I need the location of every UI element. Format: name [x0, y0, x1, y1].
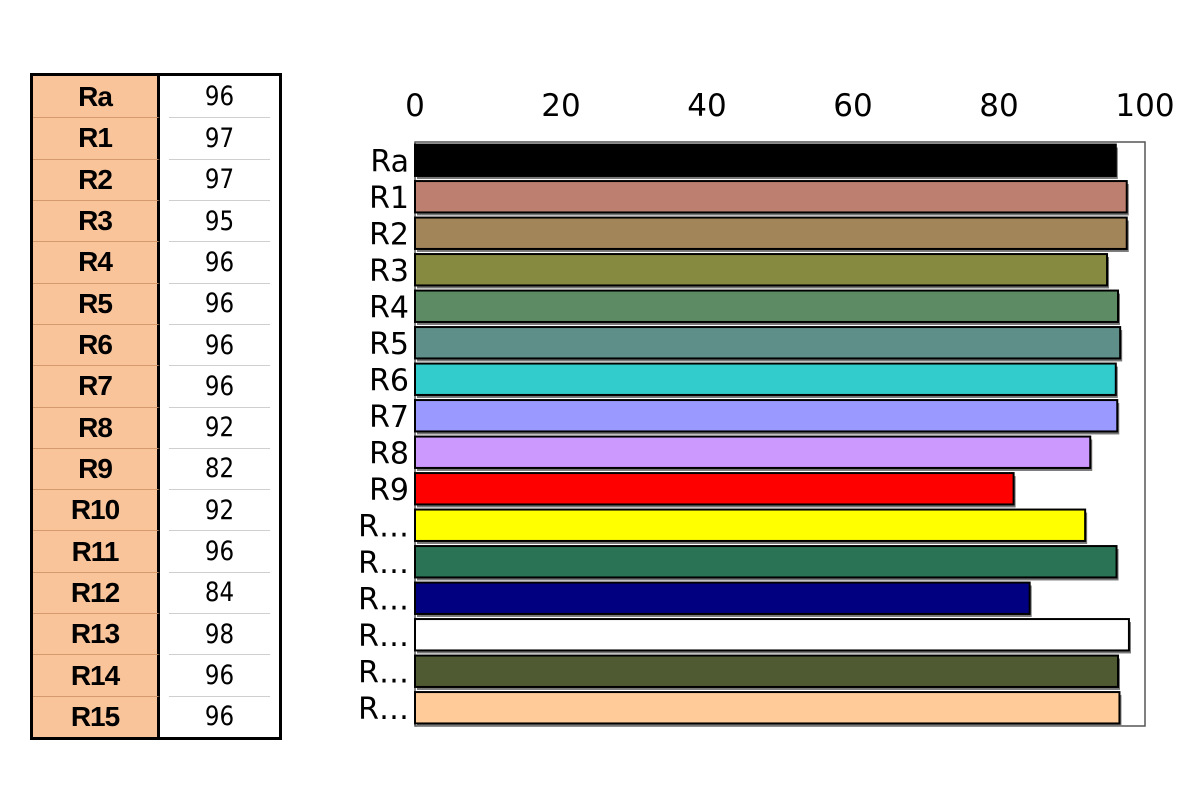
row-label: R11 — [33, 530, 160, 572]
row-label: R6 — [33, 323, 160, 366]
bar — [414, 472, 1015, 506]
table-row: R1 97 — [33, 117, 279, 159]
row-label: R9 — [33, 447, 160, 490]
row-label: Ra — [33, 76, 160, 118]
x-tick-label: 20 — [541, 88, 580, 124]
row-label: R2 — [33, 158, 160, 200]
table-row: R8 92 — [33, 406, 279, 448]
row-label: R10 — [33, 489, 160, 531]
row-value: 97 — [168, 158, 271, 200]
row-label: R12 — [33, 571, 160, 614]
table-row: R6 96 — [33, 323, 279, 366]
category-label: R2 — [369, 217, 409, 252]
table-row: R7 96 — [33, 365, 279, 407]
row-value: 98 — [168, 613, 271, 655]
category-label: R3 — [369, 254, 409, 289]
category-label: R… — [358, 546, 409, 581]
x-tick-label: 0 — [405, 88, 425, 124]
category-label: R… — [358, 619, 409, 654]
x-tick-label: 60 — [833, 88, 872, 124]
category-label: R… — [358, 692, 409, 727]
row-label: R15 — [33, 695, 160, 737]
row-value: 96 — [168, 654, 271, 696]
row-label: R5 — [33, 282, 160, 324]
row-value: 97 — [168, 117, 271, 159]
table-row: R13 98 — [33, 613, 279, 655]
bar — [414, 143, 1117, 177]
row-label: R13 — [33, 613, 160, 655]
category-label: R1 — [369, 181, 409, 216]
bar — [414, 180, 1128, 214]
bar — [414, 545, 1118, 579]
row-value: 96 — [168, 323, 271, 366]
x-axis-ticks: 0 20 40 60 80 100 — [405, 88, 1174, 124]
table-row: Ra 96 — [33, 76, 279, 118]
row-value: 96 — [168, 365, 271, 407]
bar — [414, 326, 1122, 360]
row-value: 96 — [168, 530, 271, 572]
category-label: R7 — [369, 400, 409, 435]
bar — [414, 618, 1130, 652]
category-label: R4 — [369, 290, 409, 325]
category-label: R… — [358, 509, 409, 544]
table-row: R2 97 — [33, 158, 279, 200]
table-row: R3 95 — [33, 199, 279, 242]
bar — [414, 399, 1119, 433]
bar — [414, 435, 1092, 469]
row-label: R8 — [33, 406, 160, 448]
row-value: 92 — [168, 406, 271, 448]
table-row: R4 96 — [33, 241, 279, 283]
row-label: R3 — [33, 199, 160, 242]
table-row: R14 96 — [33, 654, 279, 696]
row-label: R7 — [33, 365, 160, 407]
row-value: 96 — [168, 282, 271, 324]
row-label: R1 — [33, 117, 160, 159]
row-label: R14 — [33, 654, 160, 696]
row-label: R4 — [33, 241, 160, 283]
table-row: R5 96 — [33, 282, 279, 324]
category-labels: RaR1R2R3R4R5R6R7R8R9R…R…R…R…R…R… — [358, 144, 409, 727]
bar — [414, 581, 1031, 615]
bar — [414, 508, 1087, 542]
row-value: 96 — [168, 695, 271, 737]
row-value: 95 — [168, 199, 271, 242]
bar — [414, 216, 1128, 250]
table-row: R15 96 — [33, 695, 279, 737]
cri-table: Ra 96 R1 97 R2 97 R3 95 R4 96 R5 96 R6 96 R7 96 R8 92 R9 82… — [30, 73, 282, 740]
x-tick-label: 80 — [979, 88, 1018, 124]
category-label: R8 — [369, 436, 409, 471]
bar — [414, 691, 1121, 725]
x-tick-label: 40 — [687, 88, 726, 124]
category-label: R6 — [369, 363, 409, 398]
category-label: R5 — [369, 327, 409, 362]
row-value: 84 — [168, 571, 271, 614]
row-value: 92 — [168, 489, 271, 531]
table-row: R9 82 — [33, 447, 279, 490]
bar — [414, 289, 1119, 323]
category-label: R9 — [369, 473, 409, 508]
row-value: 96 — [168, 241, 271, 283]
row-value: 82 — [168, 447, 271, 490]
table-row: R11 96 — [33, 530, 279, 572]
row-value: 96 — [168, 76, 271, 118]
table-row: R10 92 — [33, 489, 279, 531]
x-tick-label: 100 — [1115, 88, 1174, 124]
category-label: R… — [358, 655, 409, 690]
bar — [414, 654, 1119, 688]
bar — [414, 253, 1109, 287]
bars — [414, 143, 1131, 727]
category-label: Ra — [370, 144, 409, 179]
table-row: R12 84 — [33, 571, 279, 614]
bar — [414, 362, 1117, 396]
category-label: R… — [358, 582, 409, 617]
